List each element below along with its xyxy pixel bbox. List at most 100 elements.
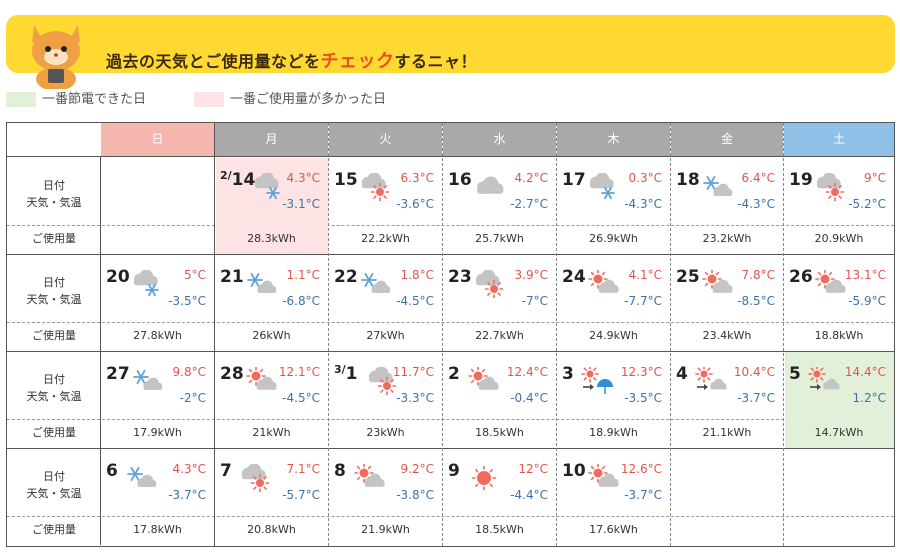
day-cell[interactable]: 17 0.3°C -4.3°C — [557, 157, 670, 225]
usage-value: 21kWh — [252, 426, 291, 439]
day-cell[interactable]: 5 14.4°C 1.2°C — [784, 351, 894, 419]
day-cell[interactable]: 3 12.3°C -3.5°C — [557, 351, 670, 419]
high-temp: 3.9°C — [514, 268, 548, 282]
low-temp: -4.5°C — [396, 294, 434, 308]
day-cell[interactable]: 28 12.1°C -4.5°C — [215, 351, 328, 419]
day-number: 2 — [448, 364, 460, 384]
weekday-wed: 水 — [443, 123, 556, 156]
legend-label-high: 一番ご使用量が多かった日 — [230, 92, 387, 107]
day-label: 23 — [448, 267, 472, 287]
day-cell[interactable]: 22 1.8°C -4.5°C — [329, 254, 442, 322]
sun-cloud-icon — [246, 367, 277, 390]
day-label: 27 — [106, 364, 130, 384]
day-cell[interactable]: 25 7.8°C -8.5°C — [671, 254, 783, 322]
high-temp: 13.1°C — [844, 268, 886, 282]
day-cell[interactable]: 8 9.2°C -3.8°C — [329, 448, 442, 516]
high-temp: 12.6°C — [620, 462, 662, 476]
weekday-mon: 月 — [215, 123, 328, 156]
usage-value: 23.4kWh — [702, 329, 752, 342]
label-usage: ご使用量 — [32, 329, 76, 342]
usage-value: 18.9kWh — [589, 426, 638, 439]
day-cell[interactable]: 24 4.1°C -7.7°C — [557, 254, 670, 322]
day-label: 7 — [220, 461, 232, 481]
sun-icon — [471, 465, 497, 491]
day-cell[interactable]: 15 6.3°C -3.6°C — [329, 157, 442, 225]
sun-cloud-icon — [815, 270, 846, 293]
sun-then-cloud-icon — [695, 367, 727, 390]
day-label: 3 — [562, 364, 574, 384]
day-cell[interactable]: 7 7.1°C -5.7°C — [215, 448, 328, 516]
usage-value: 27.8kWh — [133, 329, 182, 342]
day-cell[interactable]: 4 10.4°C -3.7°C — [671, 351, 783, 419]
week-label-column: 日付天気・気温ご使用量 — [7, 448, 101, 545]
day-number: 25 — [676, 267, 700, 287]
high-temp: 6.3°C — [400, 171, 434, 185]
high-temp: 5°C — [183, 268, 206, 282]
usage-value: 26kWh — [252, 329, 291, 342]
day-cell[interactable]: 27 9.8°C -2°C — [101, 351, 214, 419]
day-cell[interactable]: 2 12.4°C -0.4°C — [443, 351, 556, 419]
day-cell[interactable]: 26 13.1°C -5.9°C — [784, 254, 894, 322]
day-number: 10 — [562, 461, 586, 481]
day-cell[interactable]: 2/14 4.3°C -3.1°C — [215, 157, 328, 225]
day-cell[interactable]: 16 4.2°C -2.7°C — [443, 157, 556, 225]
day-number: 8 — [334, 461, 346, 481]
day-cell[interactable]: 23 3.9°C -7°C — [443, 254, 556, 322]
banner-title: 過去の天気とご使用量などをチェックするニャ！ — [106, 51, 478, 72]
sun-cloud-icon — [588, 464, 619, 487]
day-label: 2 — [448, 364, 460, 384]
cloud-sun-icon — [241, 464, 270, 492]
low-temp: -3.7°C — [737, 391, 775, 405]
day-label: 28 — [220, 364, 244, 384]
cloud-sun-icon — [475, 270, 504, 298]
day-label: 15 — [334, 170, 358, 190]
legend-label-saved: 一番節電できた日 — [42, 92, 147, 107]
day-label: 21 — [220, 267, 244, 287]
day-cell[interactable]: 21 1.1°C -6.8°C — [215, 254, 328, 322]
high-temp: 9.2°C — [400, 462, 434, 476]
day-label: 9 — [448, 461, 460, 481]
usage-value: 25.7kWh — [475, 232, 524, 245]
day-number: 4 — [676, 364, 688, 384]
cat-mascot-icon — [32, 25, 80, 89]
weekday-fri: 金 — [671, 123, 783, 156]
label-weather: 天気・気温 — [26, 487, 82, 500]
day-cell[interactable]: 20 5°C -3.5°C — [101, 254, 214, 322]
sun-cloud-icon — [588, 270, 619, 293]
week-divider — [7, 254, 894, 255]
usage-value: 22.7kWh — [475, 329, 524, 342]
low-temp: -4.3°C — [737, 197, 775, 211]
cloud-sun-icon — [361, 173, 390, 201]
weekday-header: 日 月 火 水 木 金 土 — [7, 123, 894, 157]
high-temp: 7.8°C — [741, 268, 775, 282]
low-temp: -7°C — [521, 294, 548, 308]
high-temp: 12.1°C — [278, 365, 320, 379]
day-cell[interactable]: 19 9°C -5.2°C — [784, 157, 894, 225]
highlight-high — [216, 158, 328, 254]
cloud-snow-icon — [133, 270, 159, 297]
high-temp: 12°C — [518, 462, 548, 476]
low-temp: -5.9°C — [848, 294, 886, 308]
day-cell[interactable]: 18 6.4°C -4.3°C — [671, 157, 783, 225]
day-label: 26 — [789, 267, 813, 287]
label-date: 日付 — [43, 276, 65, 289]
day-cell[interactable]: 3/1 11.7°C -3.3°C — [329, 351, 442, 419]
day-cell[interactable]: 10 12.6°C -3.7°C — [557, 448, 670, 516]
usage-value: 23kWh — [366, 426, 405, 439]
day-cell[interactable]: 9 12°C -4.4°C — [443, 448, 556, 516]
usage-value: 24.9kWh — [589, 329, 638, 342]
label-usage: ご使用量 — [32, 523, 76, 536]
day-cell[interactable]: 6 4.3°C -3.7°C — [101, 448, 214, 516]
week-label-column: 日付 天気・気温 ご使用量 — [7, 157, 101, 254]
high-temp: 4.1°C — [628, 268, 662, 282]
day-label: 20 — [106, 267, 130, 287]
month-label: 2/ — [220, 169, 232, 182]
header-banner: 過去の天気とご使用量などをチェックするニャ！ — [6, 15, 895, 89]
low-temp: -4.3°C — [624, 197, 662, 211]
low-temp: -5.7°C — [282, 488, 320, 502]
column-divider — [442, 123, 443, 546]
high-temp: 6.4°C — [741, 171, 775, 185]
column-divider — [670, 123, 671, 546]
label-date: 日付 — [43, 470, 65, 483]
sun-cloud-icon — [468, 367, 499, 390]
